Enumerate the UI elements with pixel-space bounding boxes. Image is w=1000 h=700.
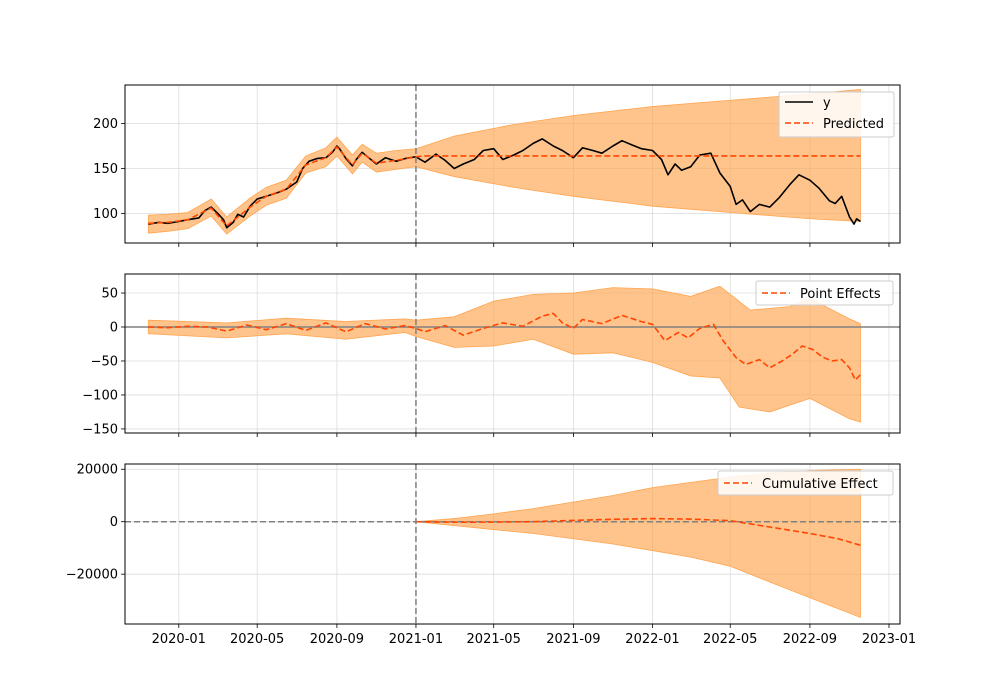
x-tick-label: 2021-09	[546, 632, 600, 647]
legend-label-point-effects: Point Effects	[800, 287, 881, 302]
confidence-interval-band	[147, 285, 861, 423]
x-tick-label: 2022-05	[703, 632, 757, 647]
y-tick-label: −50	[91, 354, 118, 369]
series-line-point-effects	[148, 312, 862, 381]
legend: y Predicted	[778, 91, 895, 138]
y-tick-label: 0	[110, 515, 118, 530]
panel-frame	[124, 84, 901, 244]
x-tick-label: 2021-01	[389, 632, 443, 647]
x-tick-label: 2020-05	[230, 632, 284, 647]
y-tick-label: 100	[93, 207, 118, 222]
y-tick-label: 0	[110, 321, 118, 336]
y-tick-label: 20000	[77, 463, 118, 478]
x-tick-label: 2022-01	[625, 632, 679, 647]
series-line-y	[148, 138, 861, 229]
x-tick-label: 2022-09	[783, 632, 837, 647]
legend-label-predicted: Predicted	[823, 117, 884, 132]
panel-frame	[124, 463, 901, 625]
y-tick-label: 200	[93, 117, 118, 132]
panel-point-effects: 50 0 −50 −100 −150 Point Effects	[82, 273, 901, 437]
y-tick-label: 50	[101, 287, 118, 302]
x-tick-label: 2020-09	[310, 632, 364, 647]
confidence-interval-band	[415, 468, 861, 619]
panel-observed-vs-predicted: 100 150 200 y Predicted	[93, 84, 901, 247]
legend-box	[778, 91, 895, 138]
legend-label-cumulative-effect: Cumulative Effect	[762, 477, 878, 492]
x-tick-label: 2020-01	[152, 632, 206, 647]
y-tick-label: −100	[82, 388, 118, 403]
panel-frame	[124, 273, 901, 434]
legend: Cumulative Effect	[717, 470, 894, 496]
x-tick-label: 2021-05	[467, 632, 521, 647]
legend-box	[717, 470, 894, 496]
series-line-predicted	[148, 146, 861, 227]
legend-box	[755, 280, 894, 306]
legend: Point Effects	[755, 280, 894, 306]
y-tick-label: 150	[93, 162, 118, 177]
y-tick-label: −150	[82, 422, 118, 437]
legend-label-y: y	[823, 96, 831, 111]
series-line-cumulative-effect	[415, 517, 861, 547]
panel-cumulative-effect: 20000 0 −20000 2020-01 2020-05 2020-09 2021-0…	[66, 463, 916, 647]
x-tick-label: 2023-01	[862, 632, 916, 647]
y-tick-label: −20000	[66, 568, 118, 583]
